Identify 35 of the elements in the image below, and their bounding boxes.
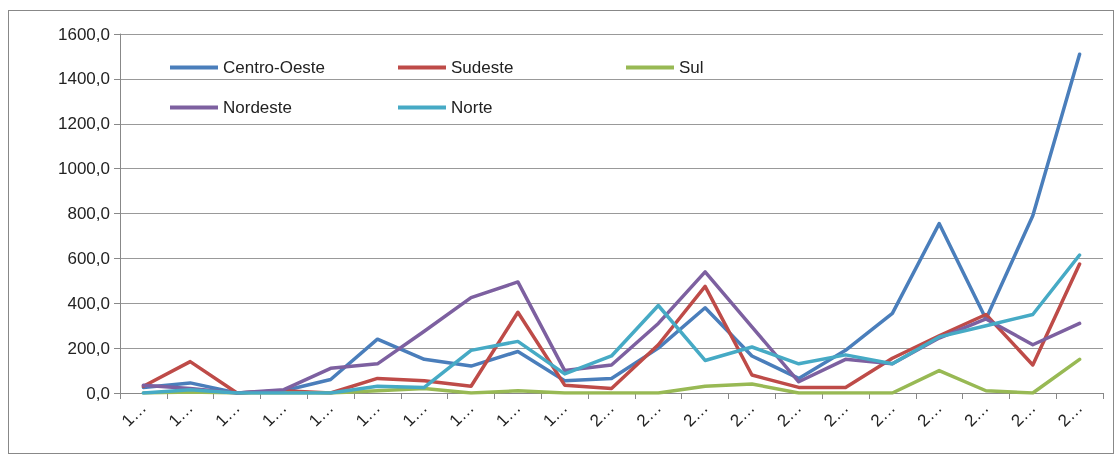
x-tick-label: 2… (913, 398, 946, 431)
x-tick-label: 2… (773, 398, 806, 431)
x-tick-label: 1… (445, 398, 478, 431)
legend-label: Norte (451, 98, 493, 117)
legend-label: Sudeste (451, 58, 514, 77)
x-tick-label: 2… (679, 398, 712, 431)
x-tick-label: 1… (211, 398, 244, 431)
legend-label: Nordeste (223, 98, 292, 117)
y-tick-label: 800,0 (67, 204, 110, 223)
x-tick-label: 2… (820, 398, 853, 431)
legend-label: Centro-Oeste (223, 58, 326, 77)
x-tick-label: 1… (117, 398, 151, 431)
y-tick-label: 200,0 (67, 338, 110, 358)
x-tick-label: 1… (305, 398, 338, 431)
y-tick-label: 0,0 (86, 383, 110, 403)
x-tick-label: 1… (258, 398, 291, 431)
x-tick-label: 2… (586, 398, 619, 431)
y-tick-label: 600,0 (67, 248, 110, 268)
x-tick-label: 2… (1054, 398, 1087, 431)
y-tick-label: 1400,0 (58, 69, 110, 89)
y-tick-label: 1200,0 (58, 114, 110, 134)
y-tick-label: 400,0 (67, 293, 110, 313)
x-tick-label: 2… (726, 398, 759, 431)
x-tick-label: 2… (1007, 398, 1040, 431)
x-tick-label: 2… (866, 398, 900, 431)
x-tick-label: 2… (960, 398, 993, 431)
x-tick-label: 2… (632, 398, 666, 431)
x-tick-label: 1… (352, 398, 385, 431)
y-tick-label: 1000,0 (58, 159, 110, 179)
legend-label: Sul (679, 58, 704, 77)
y-tick-label: 1600,0 (58, 24, 110, 44)
x-tick-label: 1… (539, 398, 572, 431)
x-tick-label: 1… (398, 398, 431, 431)
x-tick-label: 1… (492, 398, 525, 431)
x-tick-label: 1… (164, 398, 197, 431)
